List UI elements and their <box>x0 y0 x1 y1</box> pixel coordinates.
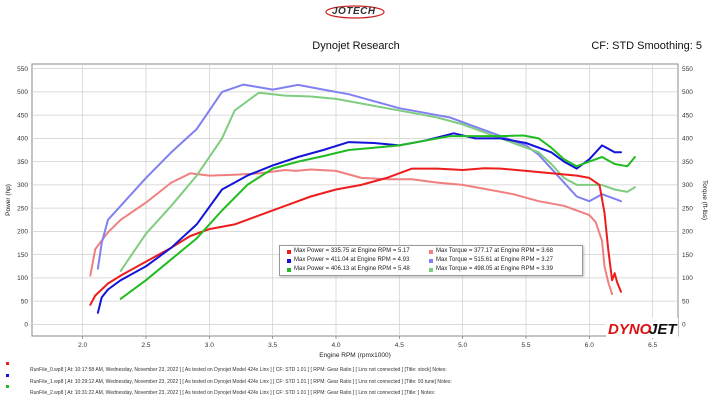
legend-swatch <box>287 267 291 272</box>
legend-label: Max Torque = 498.05 at Engine RPM = 3.39 <box>436 266 553 272</box>
y-tick-label-right: 300 <box>682 182 693 189</box>
y-tick-label-right: 250 <box>682 205 693 212</box>
run-file-list: RunFile_0.wp8 [ At: 10:17:58 AM, Wednesd… <box>4 360 704 396</box>
legend-swatch <box>429 267 433 272</box>
y-tick-label-right: 0 <box>682 322 686 329</box>
y-tick-label-right: 150 <box>682 252 693 259</box>
legend-item: Max Power = 406.13 at Engine RPM = 5.48 <box>287 265 410 274</box>
run-color-dot <box>6 373 9 377</box>
y-tick-label-left: 50 <box>21 298 29 305</box>
dynojet-logo-left: DYNO <box>608 321 652 338</box>
y-axis-label-right: Torque (ft-lbs) <box>701 180 708 220</box>
x-tick-label: 5.5 <box>521 342 530 349</box>
legend-label: Max Power = 335.75 at Engine RPM = 5.17 <box>294 248 410 254</box>
x-tick-label: 3.0 <box>205 342 214 349</box>
y-tick-label-right: 450 <box>682 112 693 119</box>
power-curve-run-2 <box>119 134 636 300</box>
legend-swatch <box>287 249 291 254</box>
y-tick-label-left: 300 <box>17 182 28 189</box>
legend-label: Max Torque = 515.61 at Engine RPM = 3.27 <box>436 257 553 263</box>
x-tick-label: 2.0 <box>78 342 87 349</box>
y-tick-label-left: 400 <box>17 136 28 143</box>
x-axis-label: Engine RPM (rpmx1000) <box>319 352 391 359</box>
legend-item: Max Torque = 515.61 at Engine RPM = 3.27 <box>429 256 553 265</box>
y-tick-label-right: 400 <box>682 136 693 143</box>
jotech-logo-swoosh <box>325 5 385 19</box>
x-tick-label: 2.5 <box>141 342 150 349</box>
legend-item: Max Power = 335.75 at Engine RPM = 5.17 <box>287 247 410 256</box>
run-file-entry: RunFile_2.wp8 [ At: 10:31:22 AM, Wednesd… <box>4 383 704 396</box>
run-file-details: RunFile_1.wp8 [ At: 10:29:12 AM, Wednesd… <box>30 378 452 385</box>
y-tick-label-left: 550 <box>17 66 28 73</box>
y-tick-label-left: 450 <box>17 112 28 119</box>
legend-label: Max Power = 406.13 at Engine RPM = 5.48 <box>294 266 410 272</box>
y-tick-label-right: 350 <box>682 159 693 166</box>
torque-curve-run-2 <box>119 91 636 272</box>
run-file-entry: RunFile_1.wp8 [ At: 10:29:12 AM, Wednesd… <box>4 372 704 385</box>
run-file-entry: RunFile_0.wp8 [ At: 10:17:58 AM, Wednesd… <box>4 360 704 373</box>
x-tick-label: 3.5 <box>268 342 277 349</box>
jotech-logo-text: JOTECH <box>332 6 376 17</box>
y-axis-label-left: Power (hp) <box>5 184 12 216</box>
y-tick-label-left: 250 <box>17 205 28 212</box>
chart-header-title: Dynojet Research <box>312 40 400 52</box>
plot-area <box>31 63 679 337</box>
legend-label: Max Power = 411.04 at Engine RPM = 4.93 <box>294 257 410 263</box>
y-tick-label-left: 350 <box>17 159 28 166</box>
y-tick-label-right: 500 <box>682 89 693 96</box>
y-tick-label-left: 100 <box>17 275 28 282</box>
jotech-logo: JOTECH <box>324 4 386 20</box>
y-tick-label-right: 550 <box>682 66 693 73</box>
x-tick-label: 6.5 <box>648 342 657 349</box>
run-file-details: RunFile_0.wp8 [ At: 10:17:58 AM, Wednesd… <box>30 367 447 373</box>
legend-swatch <box>429 249 433 254</box>
legend-item: Max Torque = 498.05 at Engine RPM = 3.39 <box>429 265 553 274</box>
legend-swatch <box>429 258 433 263</box>
x-tick-label: 4.5 <box>395 342 404 349</box>
y-tick-label-left: 500 <box>17 89 28 96</box>
y-tick-label-left: 0 <box>24 322 28 329</box>
chart-header-info: CF: STD Smoothing: 5 <box>591 40 702 52</box>
run-file-details: RunFile_2.wp8 [ At: 10:31:22 AM, Wednesd… <box>30 390 436 396</box>
dynojet-logo-right: JET <box>649 321 678 338</box>
legend-label: Max Torque = 377.17 at Engine RPM = 3.68 <box>436 248 553 254</box>
torque-curve-run-1 <box>96 83 622 270</box>
x-tick-label: 6.0 <box>585 342 594 349</box>
dynojet-logo: DYNO JET <box>606 318 678 338</box>
y-tick-label-right: 50 <box>682 298 690 305</box>
torque-curve-run-0 <box>89 168 614 296</box>
x-tick-label: 5.0 <box>458 342 467 349</box>
y-tick-label-right: 100 <box>682 275 693 282</box>
y-tick-label-left: 150 <box>17 252 28 259</box>
x-tick-label: 4.0 <box>331 342 340 349</box>
y-tick-label-left: 200 <box>17 229 28 236</box>
legend-item: Max Torque = 377.17 at Engine RPM = 3.68 <box>429 247 553 256</box>
power-curve-run-1 <box>96 132 622 314</box>
run-color-dot <box>6 362 9 365</box>
legend-swatch <box>287 258 291 263</box>
chart-legend: Max Power = 335.75 at Engine RPM = 5.17 M… <box>279 245 583 276</box>
legend-item: Max Power = 411.04 at Engine RPM = 4.93 <box>287 256 409 265</box>
run-color-dot <box>6 385 9 388</box>
y-tick-label-right: 200 <box>682 229 693 236</box>
